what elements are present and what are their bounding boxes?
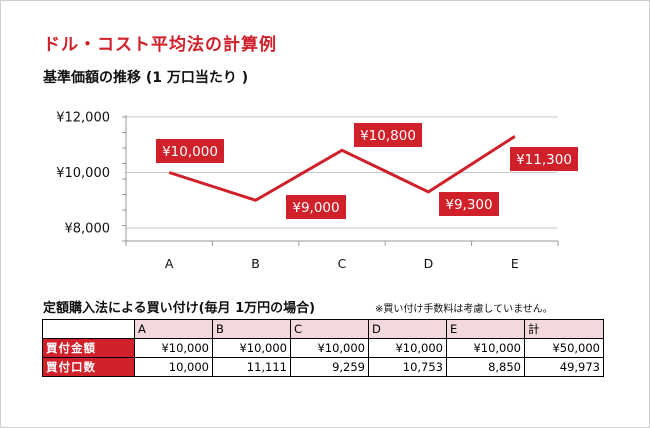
value-label: ¥10,000 <box>162 144 218 160</box>
table-cell: ¥10,000 <box>212 338 291 358</box>
value-label-box <box>156 139 224 163</box>
table-cell: 9,259 <box>290 357 369 377</box>
x-tick-label: B <box>251 256 260 271</box>
table-cell: ¥50,000 <box>524 338 604 358</box>
table-header-row: A B C D E 計 <box>42 319 604 339</box>
table-cell: ¥10,000 <box>368 338 447 358</box>
x-tick-label: D <box>424 256 434 271</box>
value-label-box <box>354 123 422 147</box>
x-tick-label: C <box>338 256 347 271</box>
value-label: ¥10,800 <box>360 128 416 144</box>
plan-title: 定額購入法による買い付け(毎月 1万円の場合) <box>43 301 316 316</box>
table-cell: ¥10,000 <box>134 338 213 358</box>
x-tick-label: E <box>511 256 519 271</box>
chart-title: 基準価額の推移 (1 万口当たり ) <box>43 70 249 86</box>
value-label-box <box>510 147 578 171</box>
value-label-box <box>286 195 346 219</box>
value-label: ¥11,300 <box>516 152 572 168</box>
table-cell: 10,000 <box>134 357 213 377</box>
value-label: ¥9,000 <box>292 200 339 216</box>
table-row: 買付金額 ¥10,000 ¥10,000 ¥10,000 ¥10,000 ¥10… <box>42 338 604 358</box>
line-chart: ¥8,000 ¥10,000 ¥12,000 A B C D E ¥10,000 ¥9,000 ¥1… <box>56 111 578 271</box>
table-row: 買付口数 10,000 11,111 9,259 10,753 8,850 49… <box>42 357 604 377</box>
table-cell: 10,753 <box>368 357 447 377</box>
table-header-cell: C <box>290 319 369 339</box>
value-label-box <box>439 192 499 216</box>
table-cell: ¥10,000 <box>290 338 369 358</box>
y-tick-label: ¥10,000 <box>56 166 110 181</box>
table-header-cell: 計 <box>524 319 604 339</box>
plan-note: ※買い付け手数料は考慮していません。 <box>375 304 553 315</box>
x-tick-label: A <box>165 256 174 271</box>
table-cell: 49,973 <box>524 357 604 377</box>
table-cell: ¥10,000 <box>446 338 525 358</box>
table-cell: 8,850 <box>446 357 525 377</box>
main-title: ドル・コスト平均法の計算例 <box>43 35 277 55</box>
y-tick-label: ¥12,000 <box>56 111 110 126</box>
purchase-table: A B C D E 計 買付金額 ¥10,000 ¥10,000 ¥10,000… <box>42 319 604 377</box>
value-label: ¥9,300 <box>445 197 492 213</box>
table-header-cell: D <box>368 319 447 339</box>
table-header-cell: B <box>212 319 291 339</box>
table-header-cell: E <box>446 319 525 339</box>
y-tick-label: ¥8,000 <box>65 222 111 237</box>
table-header-cell: A <box>134 319 213 339</box>
table-cell: 11,111 <box>212 357 291 377</box>
row-label-units: 買付口数 <box>42 357 135 377</box>
table-corner-cell <box>42 319 135 339</box>
row-label-amount: 買付金額 <box>42 338 135 358</box>
